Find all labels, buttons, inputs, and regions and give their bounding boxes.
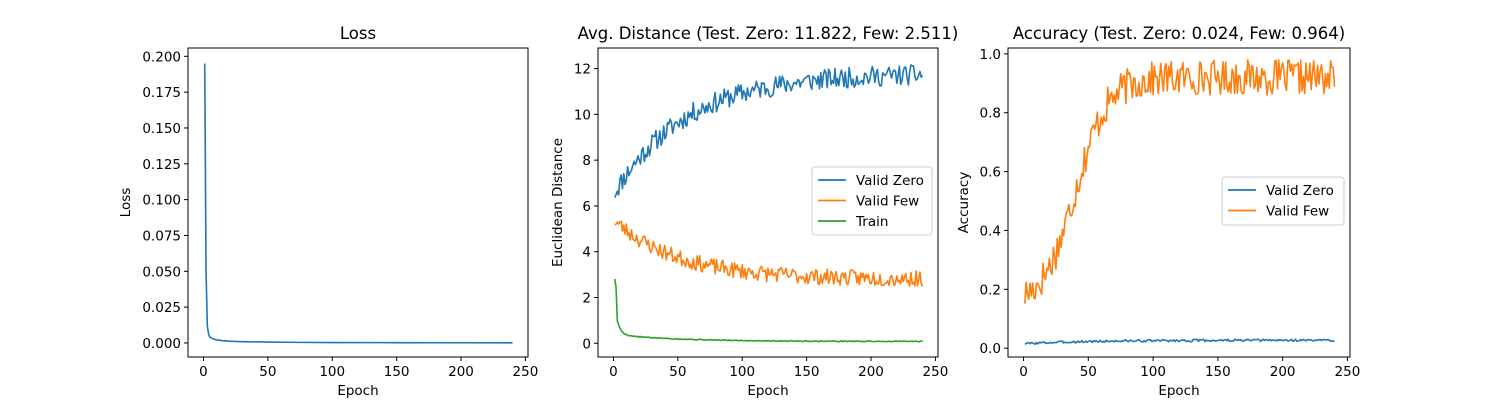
x-tick-label: 200 [448, 364, 474, 380]
y-tick-label: 0.6 [980, 165, 1001, 181]
y-tick-label: 0.125 [142, 157, 181, 173]
y-tick-label: 0.075 [142, 228, 181, 244]
axes-frame [597, 47, 939, 358]
y-tick-label: 2 [582, 290, 591, 306]
chart-title: Avg. Distance (Test. Zero: 11.822, Few: … [578, 24, 959, 43]
y-axis-label: Accuracy [956, 172, 972, 234]
legend-box [1221, 176, 1345, 226]
x-tick-label: 0 [199, 364, 208, 380]
x-tick-label: 150 [384, 364, 410, 380]
x-tick-label: 50 [669, 364, 686, 380]
series-line-loss [203, 63, 513, 344]
legend-box [811, 166, 933, 236]
y-tick-label: 0.4 [980, 223, 1001, 239]
y-tick-label: 0.175 [142, 85, 181, 101]
x-tick-label: 50 [259, 364, 276, 380]
y-tick-label: 0.2 [980, 282, 1001, 298]
legend-label: Train [855, 214, 888, 230]
x-tick-label: 0 [609, 364, 618, 380]
y-tick-label: 4 [582, 245, 591, 261]
y-tick-label: 0.200 [142, 49, 181, 65]
y-tick-label: 0.8 [980, 106, 1001, 122]
x-tick-label: 200 [1270, 364, 1296, 380]
legend-label: Valid Few [1266, 204, 1329, 220]
y-tick-label: 6 [582, 199, 591, 215]
chart-title: Loss [340, 24, 376, 43]
x-tick-label: 250 [923, 364, 949, 380]
axes-frame [187, 47, 529, 358]
y-tick-label: 1.0 [980, 47, 1001, 63]
x-tick-label: 150 [794, 364, 820, 380]
chart-2: Avg. Distance (Test. Zero: 11.822, Few: … [550, 24, 958, 399]
series-line-valid-zero [1024, 338, 1335, 346]
y-axis-label: Euclidean Distance [550, 138, 566, 267]
y-tick-label: 12 [574, 62, 591, 78]
x-axis-label: Epoch [747, 383, 788, 399]
x-tick-label: 100 [319, 364, 345, 380]
series-line-train [613, 278, 923, 343]
y-tick-label: 8 [582, 153, 591, 169]
legend-label: Valid Zero [856, 173, 924, 189]
x-tick-label: 0 [1019, 364, 1028, 380]
legend-label: Valid Zero [1266, 183, 1334, 199]
series-line-valid-few [614, 220, 924, 287]
chart-title: Accuracy (Test. Zero: 0.024, Few: 0.964) [1013, 24, 1345, 43]
y-axis-label: Loss [118, 188, 134, 218]
series-line-valid-zero [614, 64, 924, 198]
x-tick-label: 250 [513, 364, 539, 380]
x-tick-label: 50 [1080, 364, 1097, 380]
x-tick-label: 150 [1205, 364, 1231, 380]
y-tick-label: 0.050 [142, 264, 181, 280]
series-line-valid-few [1024, 59, 1336, 304]
y-tick-label: 0.0 [980, 341, 1001, 357]
y-tick-label: 0.025 [142, 300, 181, 316]
y-tick-label: 0 [582, 336, 591, 352]
x-tick-label: 250 [1335, 364, 1361, 380]
legend: Valid Zero Valid Few Train [811, 166, 933, 236]
y-tick-label: 10 [574, 107, 591, 123]
y-tick-label: 0.100 [142, 193, 181, 209]
legend-label: Valid Few [856, 194, 919, 210]
x-tick-label: 100 [729, 364, 755, 380]
chart-1: Loss 0 50 100 150 200 250 0.000 0.025 0.050 0.075 0… [118, 24, 538, 399]
y-tick-label: 0.150 [142, 121, 181, 137]
chart-3: Accuracy (Test. Zero: 0.024, Few: 0.964)… [956, 24, 1360, 399]
x-axis-label: Epoch [337, 383, 378, 399]
x-axis-label: Epoch [1158, 383, 1199, 399]
x-tick-label: 200 [858, 364, 884, 380]
x-tick-label: 100 [1140, 364, 1166, 380]
axes-frame [1007, 47, 1351, 358]
legend: Valid Zero Valid Few [1221, 176, 1345, 226]
y-tick-label: 0.000 [142, 336, 181, 352]
